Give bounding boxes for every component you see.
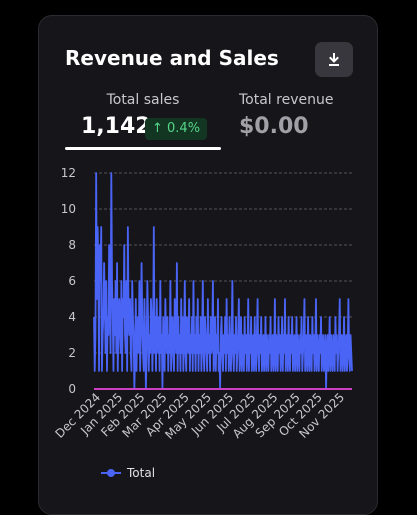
active-tab-underline bbox=[65, 147, 221, 150]
total-sales-tab[interactable]: Total sales 1,142 ↑ 0.4% bbox=[65, 92, 221, 150]
sales-delta-badge: ↑ 0.4% bbox=[145, 118, 208, 140]
series-line-total bbox=[93, 172, 353, 390]
y-tick-label: 6 bbox=[68, 274, 76, 288]
chart-legend[interactable]: Total bbox=[101, 466, 155, 480]
total-revenue-value: $0.00 bbox=[239, 114, 309, 139]
legend-series-marker bbox=[101, 469, 121, 477]
download-icon bbox=[329, 52, 339, 66]
total-sales-value: 1,142 bbox=[81, 114, 151, 139]
y-tick-label: 4 bbox=[68, 310, 76, 324]
total-sales-label: Total sales bbox=[106, 92, 180, 108]
y-tick-label: 0 bbox=[68, 382, 76, 396]
y-tick-label: 2 bbox=[68, 346, 76, 360]
download-button[interactable] bbox=[315, 42, 353, 77]
legend-label-total: Total bbox=[127, 466, 156, 480]
total-revenue-tab[interactable]: Total revenue $0.00 bbox=[239, 92, 359, 139]
y-tick-label: 8 bbox=[68, 238, 76, 252]
revenue-sales-card: Revenue and Sales Total sales 1,142 ↑ 0.… bbox=[38, 15, 378, 515]
y-tick-label: 10 bbox=[61, 202, 76, 216]
total-revenue-label: Total revenue bbox=[239, 92, 334, 108]
card-title: Revenue and Sales bbox=[65, 46, 279, 70]
y-tick-label: 12 bbox=[61, 166, 76, 180]
